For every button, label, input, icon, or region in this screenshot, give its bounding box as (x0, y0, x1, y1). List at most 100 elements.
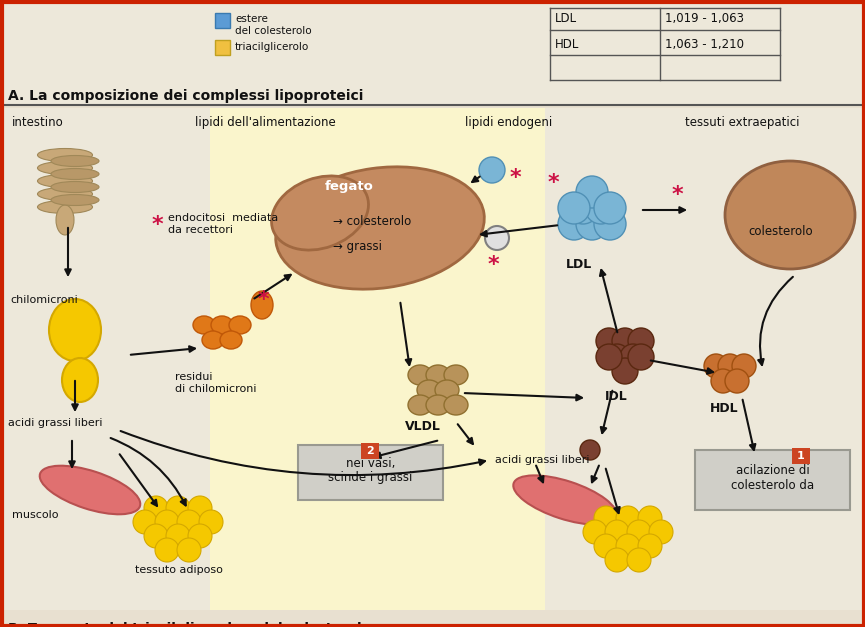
Ellipse shape (444, 365, 468, 385)
Circle shape (612, 358, 638, 384)
Text: A. La composizione dei complessi lipoproteici: A. La composizione dei complessi lipopro… (8, 89, 363, 103)
Circle shape (594, 534, 618, 558)
Circle shape (605, 520, 629, 544)
Ellipse shape (444, 395, 468, 415)
Text: B. Trasporto del triacilglicerolo e del colesterolo: B. Trasporto del triacilglicerolo e del … (8, 622, 371, 627)
Ellipse shape (272, 176, 368, 250)
Text: estere
del colesterolo: estere del colesterolo (235, 14, 311, 36)
Circle shape (604, 344, 630, 370)
Circle shape (583, 520, 607, 544)
Circle shape (628, 328, 654, 354)
Text: acidi grassi liberi: acidi grassi liberi (8, 418, 102, 428)
Ellipse shape (51, 155, 99, 167)
Bar (210, 108, 545, 610)
Text: 1,063 - 1,210: 1,063 - 1,210 (665, 38, 744, 51)
Circle shape (594, 506, 618, 530)
Text: *: * (548, 173, 560, 193)
Text: *: * (258, 290, 270, 310)
Text: 1,019 - 1,063: 1,019 - 1,063 (665, 12, 744, 25)
Text: HDL: HDL (710, 402, 739, 415)
Ellipse shape (51, 181, 99, 192)
Bar (792, 448, 810, 464)
Text: chilomicroni: chilomicroni (10, 295, 78, 305)
Text: LDL: LDL (566, 258, 593, 271)
Bar (298, 445, 443, 500)
Text: lipidi dell'alimentazione: lipidi dell'alimentazione (195, 116, 336, 129)
Ellipse shape (251, 291, 273, 319)
Circle shape (567, 192, 599, 224)
Text: endocitosi  mediata
da recettori: endocitosi mediata da recettori (168, 213, 279, 234)
Ellipse shape (276, 167, 484, 289)
Bar (215, 13, 230, 28)
Text: acidi grassi liberi: acidi grassi liberi (495, 455, 590, 465)
Ellipse shape (37, 149, 93, 162)
Ellipse shape (49, 299, 101, 361)
Circle shape (627, 548, 651, 572)
Circle shape (711, 369, 735, 393)
Circle shape (485, 226, 509, 250)
Ellipse shape (408, 365, 432, 385)
Bar (2, 108, 863, 610)
Ellipse shape (229, 316, 251, 334)
Text: residui
di chilomicroni: residui di chilomicroni (175, 372, 257, 394)
Circle shape (732, 354, 756, 378)
Ellipse shape (51, 194, 99, 206)
Text: intestino: intestino (12, 116, 64, 129)
Circle shape (594, 192, 626, 224)
Circle shape (612, 328, 638, 354)
Text: lipidi endogeni: lipidi endogeni (465, 116, 552, 129)
Circle shape (616, 506, 640, 530)
Circle shape (166, 524, 190, 548)
Ellipse shape (435, 380, 459, 400)
Text: *: * (488, 255, 500, 275)
Ellipse shape (193, 316, 215, 334)
Circle shape (704, 354, 728, 378)
Text: VLDL: VLDL (405, 420, 441, 433)
Bar (2, 2, 863, 105)
Ellipse shape (211, 316, 233, 334)
Text: *: * (152, 215, 163, 235)
Circle shape (144, 524, 168, 548)
Ellipse shape (417, 380, 441, 400)
Circle shape (638, 506, 662, 530)
Circle shape (725, 369, 749, 393)
Circle shape (558, 208, 590, 240)
Circle shape (596, 328, 622, 354)
Circle shape (177, 538, 201, 562)
Circle shape (649, 520, 673, 544)
Text: HDL: HDL (555, 38, 580, 51)
Ellipse shape (426, 365, 450, 385)
Text: colesterolo: colesterolo (748, 225, 812, 238)
Bar (215, 40, 230, 55)
Text: triacilglicerolo: triacilglicerolo (235, 42, 310, 52)
Circle shape (580, 440, 600, 460)
Ellipse shape (56, 205, 74, 235)
Text: → grassi: → grassi (333, 240, 382, 253)
Circle shape (594, 208, 626, 240)
Text: acilazione di
colesterolo da: acilazione di colesterolo da (731, 464, 814, 492)
Text: tessuto adiposo: tessuto adiposo (135, 565, 223, 575)
Circle shape (576, 176, 608, 208)
Text: LDL: LDL (555, 12, 577, 25)
Circle shape (177, 510, 201, 534)
Circle shape (155, 510, 179, 534)
Circle shape (188, 524, 212, 548)
Text: *: * (672, 185, 683, 205)
Text: tessuti extraepatici: tessuti extraepatici (685, 116, 799, 129)
Ellipse shape (202, 331, 224, 349)
Ellipse shape (408, 395, 432, 415)
Ellipse shape (37, 162, 93, 174)
Text: nei vasi,
scinde i grassi: nei vasi, scinde i grassi (329, 456, 413, 485)
Bar (361, 443, 379, 459)
Circle shape (620, 344, 646, 370)
Text: fegato: fegato (325, 180, 374, 193)
Circle shape (479, 157, 505, 183)
Circle shape (155, 538, 179, 562)
Ellipse shape (51, 169, 99, 179)
Ellipse shape (37, 187, 93, 201)
Circle shape (166, 496, 190, 520)
Ellipse shape (40, 466, 140, 514)
Text: → colesterolo: → colesterolo (333, 215, 411, 228)
Circle shape (558, 192, 590, 224)
Ellipse shape (220, 331, 242, 349)
